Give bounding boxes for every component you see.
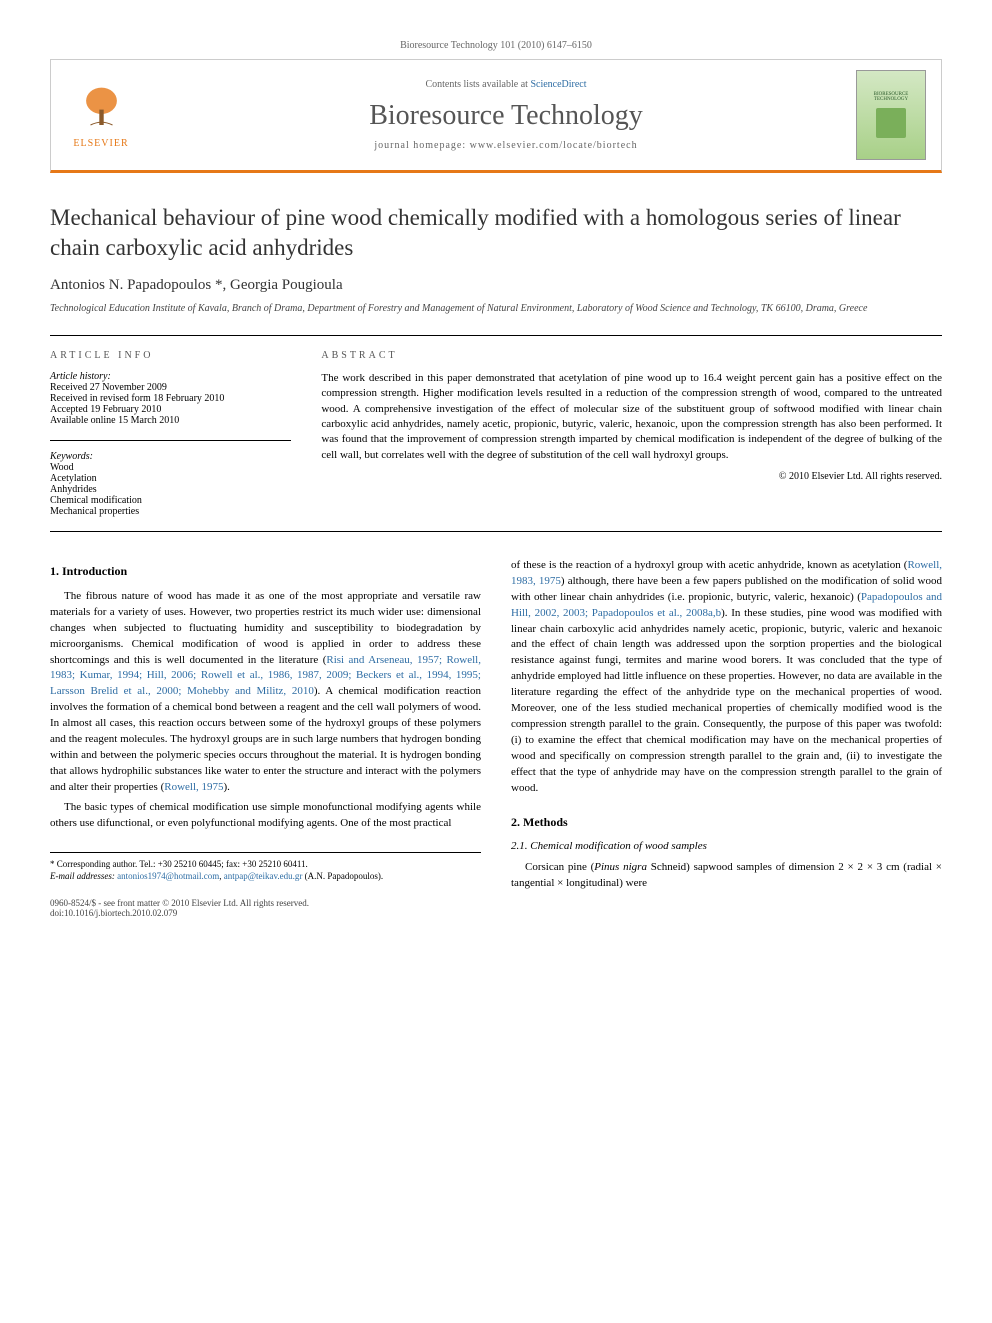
keyword: Wood — [50, 462, 291, 473]
authors: Antonios N. Papadopoulos *, Georgia Poug… — [50, 277, 942, 294]
footer-meta: 0960-8524/$ - see front matter © 2010 El… — [50, 898, 481, 918]
email-line: E-mail addresses: antonios1974@hotmail.c… — [50, 871, 481, 883]
header-center: Contents lists available at ScienceDirec… — [156, 79, 856, 151]
history-block: Article history: Received 27 November 20… — [50, 371, 291, 426]
left-column: 1. Introduction The fibrous nature of wo… — [50, 558, 481, 918]
text: Corsican pine ( — [525, 861, 594, 873]
cover-title: BIORESOURCE TECHNOLOGY — [859, 92, 923, 102]
contents-line: Contents lists available at ScienceDirec… — [156, 79, 856, 90]
journal-header: ELSEVIER Contents lists available at Sci… — [50, 59, 942, 173]
text: ). — [224, 781, 230, 793]
page-container: Bioresource Technology 101 (2010) 6147–6… — [0, 0, 992, 958]
doi-line: doi:10.1016/j.biortech.2010.02.079 — [50, 908, 481, 918]
intro-paragraph-1: The fibrous nature of wood has made it a… — [50, 589, 481, 796]
text: of these is the reaction of a hydroxyl g… — [511, 559, 907, 571]
abstract-heading: ABSTRACT — [321, 350, 942, 361]
sciencedirect-link[interactable]: ScienceDirect — [530, 79, 586, 90]
info-abstract-row: ARTICLE INFO Article history: Received 2… — [50, 335, 942, 532]
journal-name: Bioresource Technology — [156, 100, 856, 132]
top-citation: Bioresource Technology 101 (2010) 6147–6… — [50, 40, 942, 51]
publisher-name: ELSEVIER — [73, 138, 128, 149]
email-link[interactable]: antpap@teikav.edu.gr — [224, 871, 303, 881]
abstract-column: ABSTRACT The work described in this pape… — [321, 350, 942, 517]
methods-paragraph-1: Corsican pine (Pinus nigra Schneid) sapw… — [511, 860, 942, 892]
keyword: Chemical modification — [50, 495, 291, 506]
cover-image-placeholder — [876, 108, 906, 138]
right-column: of these is the reaction of a hydroxyl g… — [511, 558, 942, 918]
history-line: Received 27 November 2009 — [50, 382, 291, 393]
intro-paragraph-3: of these is the reaction of a hydroxyl g… — [511, 558, 942, 797]
elsevier-tree-icon — [74, 81, 129, 136]
keyword: Mechanical properties — [50, 506, 291, 517]
keywords-label: Keywords: — [50, 451, 291, 462]
species-name: Pinus nigra — [594, 861, 647, 873]
keywords-block: Keywords: Wood Acetylation Anhydrides Ch… — [50, 451, 291, 517]
contents-prefix: Contents lists available at — [425, 79, 530, 90]
keyword: Acetylation — [50, 473, 291, 484]
citation-link[interactable]: Rowell, 1975 — [164, 781, 223, 793]
keyword: Anhydrides — [50, 484, 291, 495]
text: ). In these studies, pine wood was modif… — [511, 607, 942, 794]
history-line: Received in revised form 18 February 201… — [50, 393, 291, 404]
issn-line: 0960-8524/$ - see front matter © 2010 El… — [50, 898, 481, 908]
article-title: Mechanical behaviour of pine wood chemic… — [50, 203, 942, 263]
journal-homepage: journal homepage: www.elsevier.com/locat… — [156, 140, 856, 151]
corresponding-author: * Corresponding author. Tel.: +30 25210 … — [50, 859, 481, 871]
section-2-heading: 2. Methods — [511, 815, 942, 830]
article-info: ARTICLE INFO Article history: Received 2… — [50, 350, 291, 517]
section-1-heading: 1. Introduction — [50, 564, 481, 579]
section-2-1-heading: 2.1. Chemical modification of wood sampl… — [511, 840, 942, 852]
email-label: E-mail addresses: — [50, 871, 117, 881]
history-line: Accepted 19 February 2010 — [50, 404, 291, 415]
affiliation: Technological Education Institute of Kav… — [50, 302, 942, 315]
text: ). A chemical modification reaction invo… — [50, 685, 481, 793]
journal-cover-thumbnail: BIORESOURCE TECHNOLOGY — [856, 70, 926, 160]
article-info-heading: ARTICLE INFO — [50, 350, 291, 361]
history-line: Available online 15 March 2010 — [50, 415, 291, 426]
body-columns: 1. Introduction The fibrous nature of wo… — [50, 558, 942, 918]
email-link[interactable]: antonios1974@hotmail.com — [117, 871, 219, 881]
publisher-logo: ELSEVIER — [66, 75, 136, 155]
abstract-copyright: © 2010 Elsevier Ltd. All rights reserved… — [321, 471, 942, 482]
text: (A.N. Papadopoulos). — [302, 871, 383, 881]
info-divider — [50, 440, 291, 441]
footnote-block: * Corresponding author. Tel.: +30 25210 … — [50, 852, 481, 882]
history-label: Article history: — [50, 371, 291, 382]
abstract-text: The work described in this paper demonst… — [321, 371, 942, 463]
intro-paragraph-2: The basic types of chemical modification… — [50, 800, 481, 832]
